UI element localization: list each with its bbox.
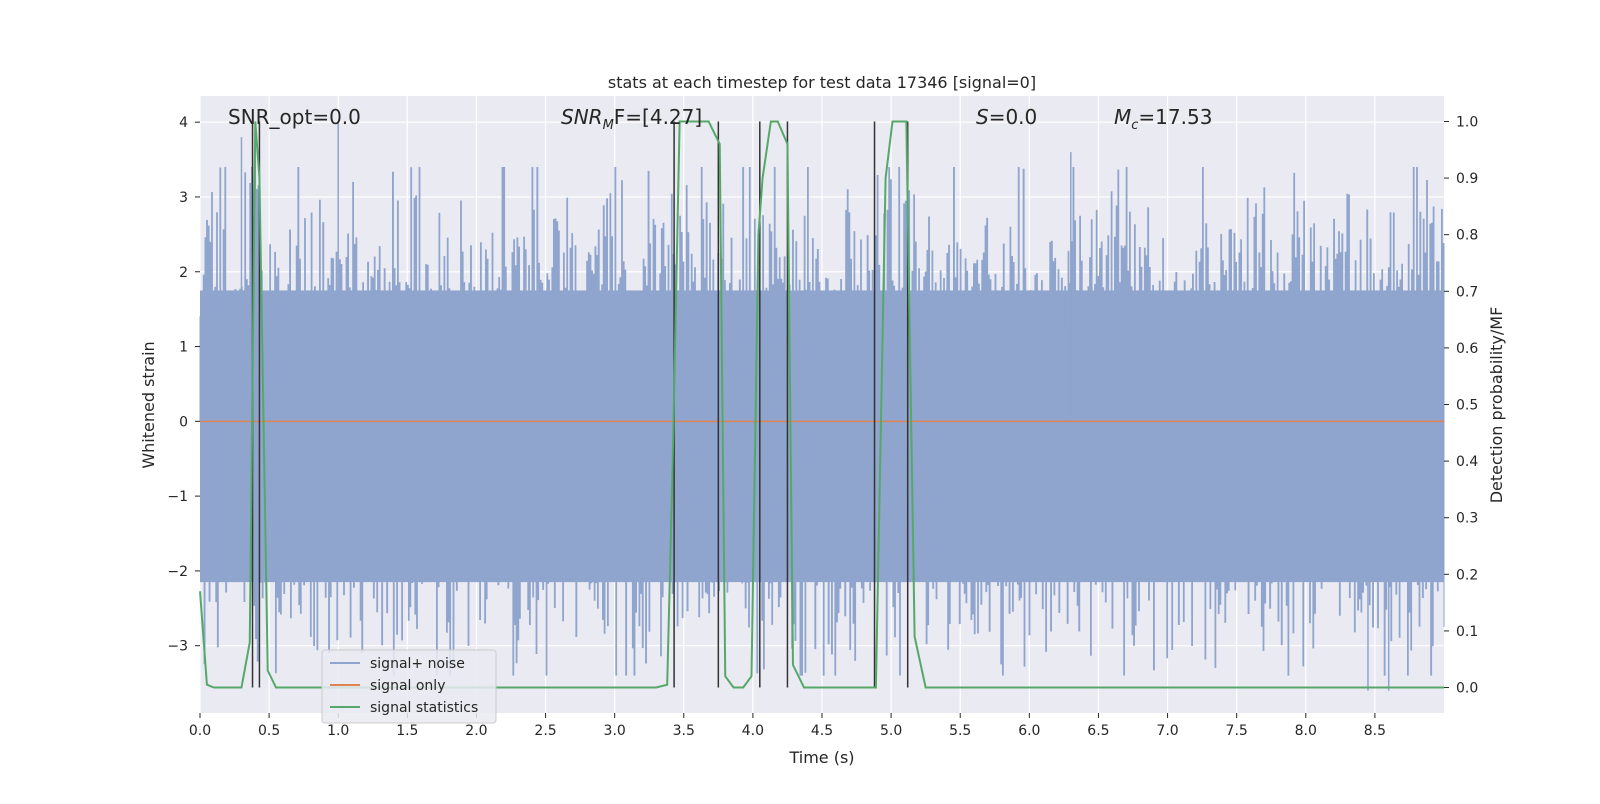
y-left-tick-label: 1 <box>179 340 188 356</box>
y-right-tick-label: 0.2 <box>1456 567 1478 583</box>
annotation-snr-opt: SNR_opt=0.0 <box>228 105 361 129</box>
y-left-tick-label: −2 <box>167 564 188 580</box>
y-left-tick-label: −3 <box>167 639 188 655</box>
legend-label-signal-statistics: signal statistics <box>370 700 478 716</box>
x-tick-label: 2.0 <box>465 723 487 739</box>
y-left-tick-label: 3 <box>179 190 188 206</box>
y-right-tick-label: 0.9 <box>1456 171 1478 187</box>
x-axis-ticks: 0.0 0.5 1.0 1.5 2.0 2.5 3.0 3.5 4.0 4.5 5.0 5.5 6.0 6… <box>189 713 1386 739</box>
y-left-tick-label: 4 <box>179 115 188 131</box>
y-right-tick-label: 0.5 <box>1456 398 1478 414</box>
y-left-tick-label: 0 <box>179 414 188 430</box>
noise-trace <box>199 167 1445 676</box>
annotation-mc: Mc=17.53 <box>1114 105 1212 133</box>
x-tick-label: 8.5 <box>1364 723 1386 739</box>
x-tick-label: 0.0 <box>189 723 211 739</box>
x-tick-label: 2.5 <box>534 723 556 739</box>
x-tick-label: 7.0 <box>1156 723 1178 739</box>
y-left-axis-label: Whitened strain <box>139 341 158 468</box>
x-tick-label: 5.0 <box>880 723 902 739</box>
x-tick-label: 4.0 <box>742 723 764 739</box>
y-right-axis-label: Detection probability/MF <box>1487 307 1506 504</box>
y-left-tick-label: −1 <box>167 489 188 505</box>
signal-statistics-line <box>199 120 1444 689</box>
y-right-tick-label: 0.8 <box>1456 228 1478 244</box>
x-tick-label: 1.0 <box>327 723 349 739</box>
y-left-axis-ticks: −3 −2 −1 0 1 2 3 4 <box>167 115 200 655</box>
legend-label-signal-only: signal only <box>370 678 445 694</box>
x-tick-label: 6.0 <box>1018 723 1040 739</box>
x-tick-label: 3.5 <box>673 723 695 739</box>
y-left-tick-label: 2 <box>179 265 188 281</box>
signal-statistics-series <box>199 120 1444 689</box>
y-right-axis-ticks: 0.0 0.1 0.2 0.3 0.4 0.5 0.6 0.7 0.8 0.9 1.0 <box>1444 114 1478 697</box>
y-right-tick-label: 0.4 <box>1456 454 1478 470</box>
x-tick-label: 4.5 <box>811 723 833 739</box>
y-right-tick-label: 0.6 <box>1456 341 1478 357</box>
x-tick-label: 3.0 <box>604 723 626 739</box>
x-tick-label: 6.5 <box>1087 723 1109 739</box>
legend-box <box>321 649 497 724</box>
y-right-tick-label: 0.0 <box>1456 681 1478 697</box>
x-axis-label: Time (s) <box>788 748 854 767</box>
y-right-tick-label: 1.0 <box>1456 114 1478 130</box>
chart-title: stats at each timestep for test data 173… <box>608 73 1036 92</box>
y-right-tick-label: 0.3 <box>1456 511 1478 527</box>
x-tick-label: 5.5 <box>949 723 971 739</box>
annotation-s: S=0.0 <box>976 105 1037 129</box>
x-tick-label: 0.5 <box>258 723 280 739</box>
signal-noise-series <box>199 122 1445 691</box>
x-tick-label: 1.5 <box>396 723 418 739</box>
y-right-tick-label: 0.7 <box>1456 284 1478 300</box>
x-tick-label: 8.0 <box>1295 723 1317 739</box>
y-right-tick-label: 0.1 <box>1456 624 1478 640</box>
x-tick-label: 7.5 <box>1226 723 1248 739</box>
legend-label-signal-noise: signal+ noise <box>370 656 465 672</box>
annotation-snr-mf: SNRMF=[4.27] <box>561 105 702 133</box>
legend: signal+ noise signal only signal statist… <box>321 649 497 724</box>
